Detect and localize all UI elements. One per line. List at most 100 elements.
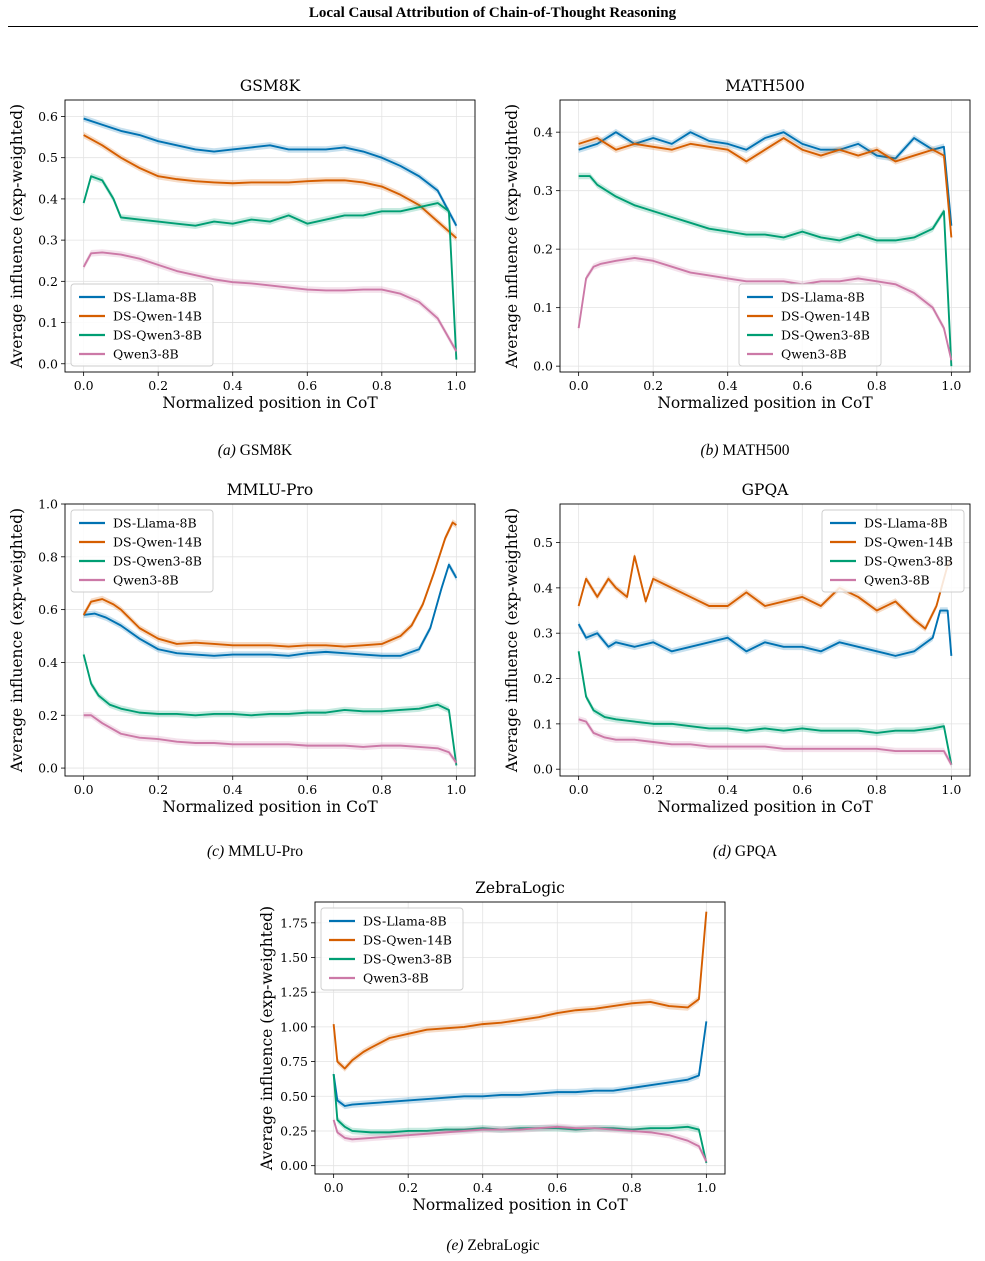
legend-label: DS-Qwen-14B [113, 535, 202, 550]
x-tick-label: 0.8 [372, 782, 392, 797]
series-line [82, 175, 458, 360]
series-line [578, 137, 953, 238]
series-ds-qwen-14b [577, 552, 953, 632]
x-tick-label: 0.4 [223, 782, 243, 797]
y-tick-label: 1.25 [280, 985, 308, 1000]
chart-mmlu-pro: MMLU-Pro 0.0 0.2 0.4 0.6 0.8 1.0 0.0 0.2 0.4 0.6 0.… [8, 481, 476, 816]
legend-label: DS-Qwen-14B [864, 535, 953, 550]
legend-label: DS-Qwen3-8B [113, 328, 202, 343]
header-rule [8, 26, 978, 27]
series-ds-qwen-14b [332, 908, 708, 1072]
series-line [83, 134, 457, 239]
x-tick-label: 0.8 [867, 782, 887, 797]
y-axis-label: Average influence (exp-weighted) [503, 104, 521, 369]
legend-frame [320, 907, 464, 991]
x-tick-label: 0.4 [473, 1180, 493, 1195]
legend-label: Qwen3-8B [864, 573, 930, 588]
series-qwen3-8b [578, 716, 953, 768]
legend-frame [738, 283, 882, 367]
legend-label: DS-Llama-8B [113, 516, 197, 531]
legend-frame [70, 283, 214, 367]
x-tick-label: 0.6 [792, 378, 812, 393]
series-ds-qwen-14b [578, 134, 953, 241]
y-tick-label: 0.8 [38, 549, 58, 564]
y-tick-label: 0.2 [533, 671, 553, 686]
grid [65, 100, 475, 372]
y-tick-label: 0.0 [533, 762, 553, 777]
series-line [332, 1119, 708, 1162]
legend: DS-Llama-8B DS-Qwen-14B DS-Qwen3-8B Qwen3-8… [821, 509, 965, 593]
series-line [83, 563, 458, 657]
legend: DS-Llama-8B DS-Qwen-14B DS-Qwen3-8B Qwen3-8… [70, 509, 214, 593]
y-tick-label: 0.2 [38, 274, 58, 289]
y-tick-label: 1.75 [280, 915, 308, 930]
series-ds-llama-8b [83, 115, 458, 229]
series-line [332, 1021, 708, 1107]
y-tick-label: 0.1 [533, 300, 553, 315]
series-qwen3-8b [577, 254, 953, 364]
x-tick-label: 0.0 [569, 378, 589, 393]
series-ds-qwen3-8b [82, 651, 458, 769]
x-tick-label: 0.2 [643, 378, 663, 393]
y-tick-label: 0.4 [533, 125, 553, 140]
x-tick-label: 1.0 [446, 378, 466, 393]
series-qwen3-8b [83, 711, 458, 767]
legend-label: DS-Llama-8B [781, 290, 865, 305]
series-line [83, 714, 458, 764]
x-tick-label: 0.2 [398, 1180, 418, 1195]
x-tick-label: 0.6 [297, 782, 317, 797]
y-axis-label: Average influence (exp-weighted) [8, 104, 26, 369]
series-line [577, 555, 953, 630]
legend-label: Qwen3-8B [113, 347, 179, 362]
chart-title: MMLU-Pro [227, 481, 313, 499]
series-ds-qwen3-8b [82, 172, 458, 363]
confidence-band [333, 1116, 707, 1165]
legend-label: Qwen3-8B [113, 573, 179, 588]
series-ds-llama-8b [578, 128, 953, 230]
axes-frame [559, 503, 971, 777]
x-tick-label: 0.4 [223, 378, 243, 393]
y-tick-label: 0.4 [533, 580, 553, 595]
legend: DS-Llama-8B DS-Qwen-14B DS-Qwen3-8B Qwen3-8… [70, 283, 214, 367]
series-qwen3-8b [332, 1116, 708, 1165]
x-tick-label: 0.6 [547, 1180, 567, 1195]
y-tick-label: 0.75 [280, 1054, 308, 1069]
y-tick-label: 0.4 [38, 191, 58, 206]
series-line [83, 117, 458, 227]
x-tick-label: 1.0 [941, 378, 961, 393]
series-line [577, 256, 953, 361]
axes-frame [64, 99, 476, 373]
legend-label: DS-Qwen-14B [781, 309, 870, 324]
series-line [577, 609, 953, 657]
legend-label: DS-Llama-8B [113, 290, 197, 305]
axes-frame [64, 503, 476, 777]
y-axis-label: Average influence (exp-weighted) [258, 906, 276, 1171]
caption-c: (c) MMLU-Pro [207, 843, 303, 860]
y-tick-label: 1.00 [280, 1019, 308, 1034]
caption-e: (e) ZebraLogic [446, 1237, 540, 1254]
y-tick-label: 0.00 [280, 1158, 308, 1173]
y-tick-label: 0.3 [533, 626, 553, 641]
legend-frame [821, 509, 965, 593]
x-tick-label: 0.2 [148, 782, 168, 797]
x-tick-label: 0.0 [74, 378, 94, 393]
series-line [82, 521, 457, 648]
legend-label: DS-Llama-8B [363, 914, 447, 929]
x-tick-label: 0.6 [297, 378, 317, 393]
y-tick-label: 0.2 [533, 242, 553, 257]
chart-title: GSM8K [240, 77, 301, 95]
confidence-band [83, 711, 457, 767]
legend-frame [70, 509, 214, 593]
x-tick-label: 0.0 [569, 782, 589, 797]
series-line [578, 175, 953, 367]
x-tick-label: 0.2 [148, 378, 168, 393]
legend: DS-Llama-8B DS-Qwen-14B DS-Qwen3-8B Qwen3-8… [320, 907, 464, 991]
x-tick-label: 1.0 [941, 782, 961, 797]
y-tick-label: 0.0 [38, 356, 58, 371]
x-tick-label: 0.2 [643, 782, 663, 797]
series-line [578, 718, 953, 766]
legend-label: DS-Qwen-14B [113, 309, 202, 324]
x-tick-label: 0.6 [792, 782, 812, 797]
x-axis-label: Normalized position in CoT [162, 798, 378, 816]
x-tick-label: 0.8 [622, 1180, 642, 1195]
